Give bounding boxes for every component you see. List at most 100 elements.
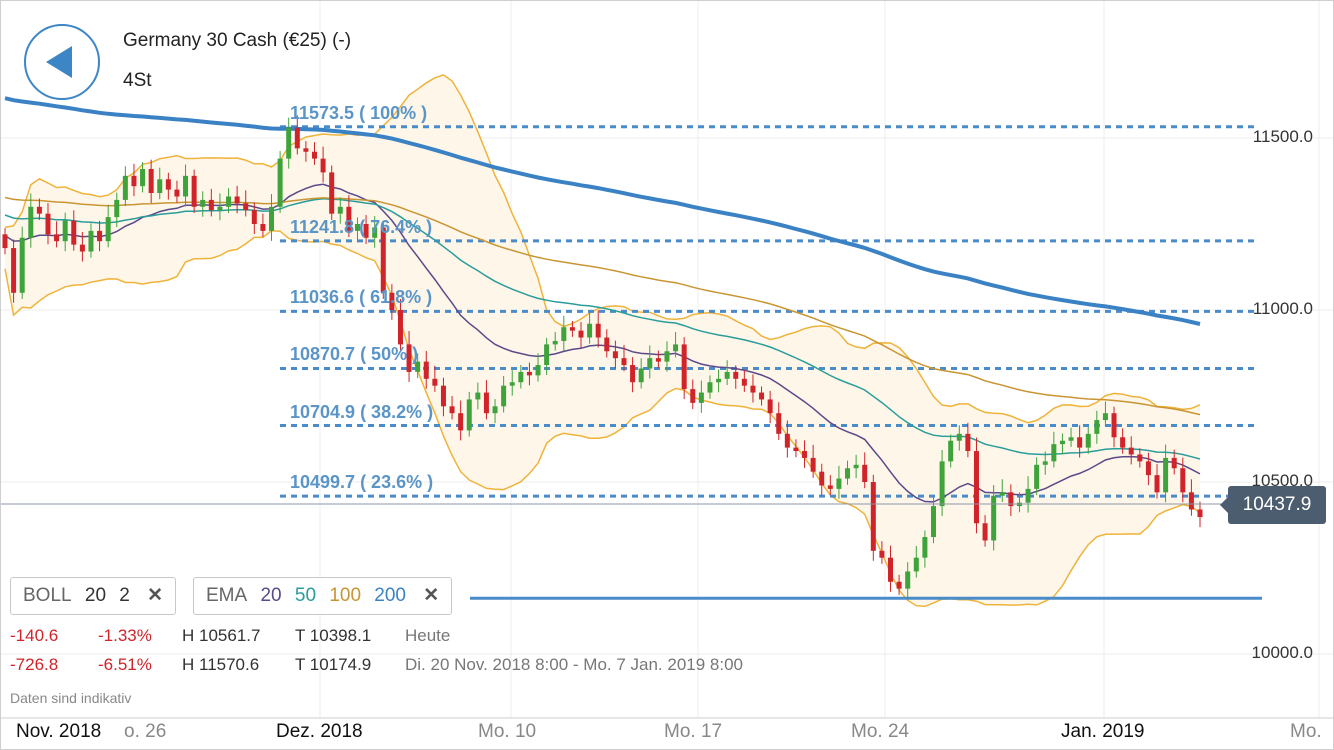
candle-body bbox=[707, 382, 713, 393]
candle-body bbox=[501, 385, 507, 407]
candle-body bbox=[62, 220, 68, 242]
close-icon[interactable]: ✕ bbox=[423, 585, 440, 606]
candle-body bbox=[965, 433, 971, 452]
candle-body bbox=[114, 199, 120, 218]
candle-body bbox=[879, 550, 885, 558]
candle-body bbox=[458, 413, 464, 431]
candle-body bbox=[157, 179, 163, 194]
candle-body bbox=[1137, 454, 1143, 462]
ema-name: EMA bbox=[206, 585, 248, 606]
candle-body bbox=[1120, 437, 1126, 448]
x-tick-label: o. 26 bbox=[124, 721, 167, 742]
candle-body bbox=[604, 337, 610, 352]
close-icon[interactable]: ✕ bbox=[147, 585, 164, 606]
candle-body bbox=[578, 330, 584, 338]
y-tick-label: 10500.0 bbox=[1251, 471, 1313, 490]
x-tick-label: Mo. 17 bbox=[664, 721, 723, 742]
candle-body bbox=[956, 433, 962, 441]
candle-body bbox=[587, 323, 593, 338]
candle-body bbox=[810, 457, 816, 472]
candle-body bbox=[939, 461, 945, 507]
candle-body bbox=[466, 399, 472, 431]
candle-body bbox=[862, 464, 868, 482]
candle-body bbox=[819, 471, 825, 486]
candle-body bbox=[483, 392, 489, 414]
bollinger-band bbox=[4, 74, 1201, 608]
candle-body bbox=[741, 378, 747, 386]
candle-body bbox=[217, 206, 223, 211]
candle-body bbox=[518, 371, 524, 383]
candle-body bbox=[97, 230, 103, 242]
candle-body bbox=[251, 210, 257, 224]
candle-body bbox=[19, 237, 25, 293]
candle-body bbox=[200, 199, 206, 207]
candle-body bbox=[1034, 464, 1040, 489]
indicator-chip-boll[interactable]: BOLL 20 2 ✕ bbox=[10, 577, 177, 615]
candle-body bbox=[973, 451, 979, 524]
fib-label: 11241.8 ( 76.4% ) bbox=[290, 216, 433, 237]
candle-body bbox=[234, 196, 240, 204]
back-button[interactable] bbox=[24, 24, 100, 100]
indicator-chip-ema[interactable]: EMA 20 50 100 200 ✕ bbox=[193, 577, 453, 615]
candle-body bbox=[191, 175, 197, 207]
candle-body bbox=[1163, 457, 1169, 493]
candle-body bbox=[475, 392, 481, 400]
fibonacci-levels bbox=[280, 125, 1262, 600]
candle-body bbox=[1188, 492, 1194, 510]
range-label: Heute bbox=[405, 626, 451, 645]
candle-body bbox=[71, 220, 77, 245]
x-tick-label: Nov. 2018 bbox=[10, 721, 108, 743]
candle-body bbox=[131, 175, 137, 187]
candle-body bbox=[303, 148, 309, 152]
candle-body bbox=[716, 378, 722, 383]
boll-period: 20 bbox=[84, 585, 107, 606]
low-value: T 10174.9 bbox=[295, 655, 372, 674]
candle-body bbox=[1171, 457, 1177, 469]
x-tick-label: Mo. 24 bbox=[851, 721, 910, 742]
candle-body bbox=[948, 440, 954, 462]
candle-body bbox=[337, 206, 343, 214]
candle-body bbox=[853, 464, 859, 469]
candle-body bbox=[432, 378, 438, 386]
candle-body bbox=[208, 199, 214, 211]
ema-period-200: 200 bbox=[374, 585, 406, 606]
candle-body bbox=[544, 344, 550, 366]
candle-body bbox=[561, 327, 567, 341]
x-tick-label: Dez. 2018 bbox=[270, 721, 369, 743]
candle-body bbox=[767, 399, 773, 414]
candle-body bbox=[1111, 413, 1117, 438]
instrument-title: Germany 30 Cash (€25) (-) bbox=[123, 30, 352, 51]
candle-body bbox=[690, 389, 696, 403]
candle-body bbox=[320, 158, 326, 173]
candle-body bbox=[776, 413, 782, 434]
candle-body bbox=[991, 495, 997, 541]
candle-body bbox=[88, 230, 94, 252]
candle-body bbox=[140, 168, 146, 187]
candle-body bbox=[397, 310, 403, 345]
candle-body bbox=[311, 151, 317, 159]
candle-body bbox=[698, 392, 704, 403]
candle-body bbox=[294, 127, 300, 149]
candle-body bbox=[595, 323, 601, 338]
candle-body bbox=[148, 168, 154, 194]
candle-body bbox=[1059, 440, 1065, 445]
candle-body bbox=[733, 371, 739, 379]
candle-body bbox=[174, 189, 180, 197]
candle-body bbox=[1197, 509, 1203, 518]
ema-period-100: 100 bbox=[329, 585, 362, 606]
candle-body bbox=[647, 358, 653, 369]
ema-period-50: 50 bbox=[294, 585, 317, 606]
candle-body bbox=[1145, 461, 1151, 476]
fib-label: 10704.9 ( 38.2% ) bbox=[290, 401, 434, 422]
candle-body bbox=[492, 406, 498, 414]
candle-body bbox=[999, 492, 1005, 496]
candle-body bbox=[277, 158, 283, 207]
candle-body bbox=[681, 344, 687, 390]
candle-body bbox=[664, 351, 670, 362]
candle-body bbox=[612, 351, 618, 359]
candle-body bbox=[930, 506, 936, 538]
timeframe-label: 4St bbox=[123, 70, 152, 91]
candle-body bbox=[286, 127, 292, 159]
candle-body bbox=[750, 385, 756, 393]
